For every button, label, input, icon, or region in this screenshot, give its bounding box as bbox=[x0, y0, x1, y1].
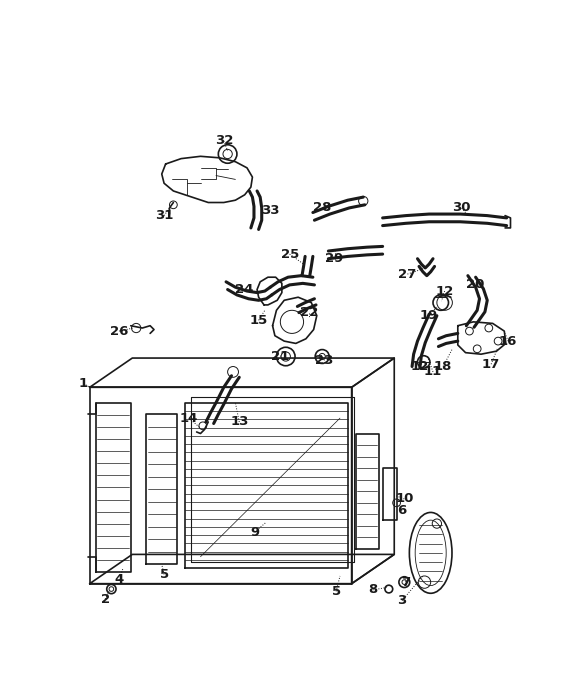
Text: 32: 32 bbox=[214, 134, 233, 148]
Text: 23: 23 bbox=[315, 354, 333, 367]
Text: 1: 1 bbox=[79, 377, 88, 390]
Text: 6: 6 bbox=[397, 504, 407, 517]
Text: 12: 12 bbox=[411, 360, 429, 373]
Text: 13: 13 bbox=[230, 416, 249, 428]
Text: 31: 31 bbox=[155, 209, 173, 222]
Text: 16: 16 bbox=[499, 335, 517, 348]
Text: 33: 33 bbox=[261, 204, 279, 217]
Text: 27: 27 bbox=[399, 267, 417, 281]
Text: 25: 25 bbox=[281, 247, 299, 261]
Text: 10: 10 bbox=[395, 493, 414, 505]
Text: 30: 30 bbox=[453, 202, 471, 214]
Text: 26: 26 bbox=[110, 324, 128, 337]
Text: 18: 18 bbox=[434, 360, 452, 373]
Text: 5: 5 bbox=[160, 568, 168, 581]
Text: 19: 19 bbox=[420, 309, 438, 322]
Text: 15: 15 bbox=[249, 314, 268, 327]
Text: 20: 20 bbox=[467, 279, 485, 291]
Text: 14: 14 bbox=[180, 412, 198, 425]
Text: 12: 12 bbox=[436, 285, 454, 297]
Text: 4: 4 bbox=[114, 573, 124, 586]
Text: 21: 21 bbox=[271, 350, 289, 363]
Text: 8: 8 bbox=[369, 584, 378, 596]
Text: 7: 7 bbox=[401, 576, 410, 588]
Text: 9: 9 bbox=[250, 525, 259, 538]
Text: 22: 22 bbox=[300, 306, 318, 319]
Text: 28: 28 bbox=[313, 202, 331, 214]
Text: 11: 11 bbox=[424, 365, 442, 378]
Text: 29: 29 bbox=[325, 252, 344, 265]
Text: 2: 2 bbox=[101, 593, 110, 606]
Text: 3: 3 bbox=[397, 594, 407, 607]
Text: 17: 17 bbox=[482, 358, 500, 371]
Text: 5: 5 bbox=[332, 585, 340, 598]
Text: 24: 24 bbox=[235, 283, 254, 296]
